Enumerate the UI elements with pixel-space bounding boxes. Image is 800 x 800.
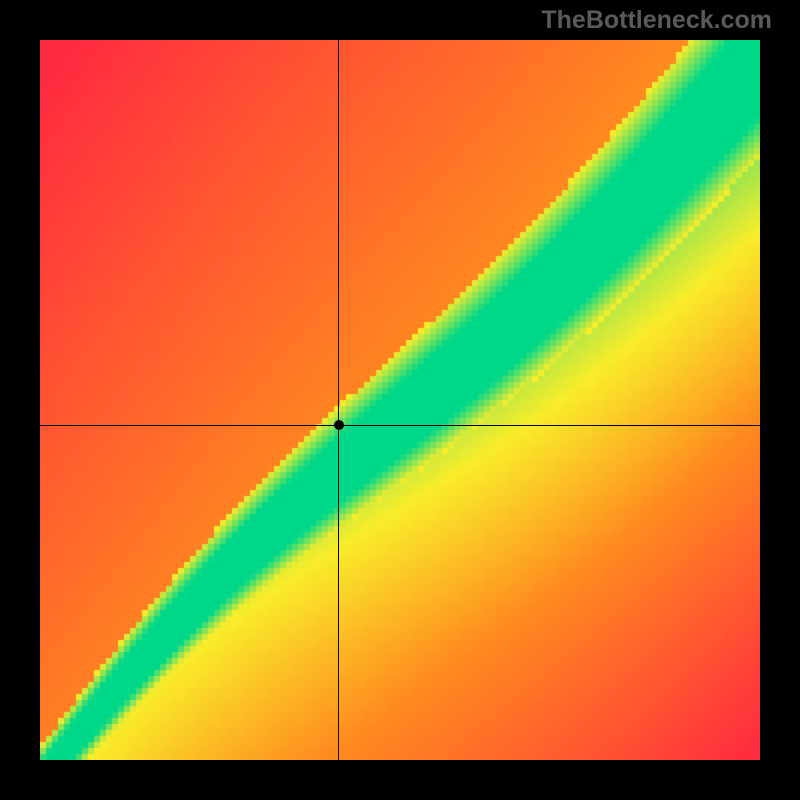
plot-area [40,40,760,760]
crosshair-vertical [338,40,339,760]
chart-root: TheBottleneck.com [0,0,800,800]
crosshair-marker [334,420,344,430]
watermark-text: TheBottleneck.com [541,6,772,35]
heatmap-canvas [40,40,760,760]
crosshair-horizontal [40,425,760,426]
